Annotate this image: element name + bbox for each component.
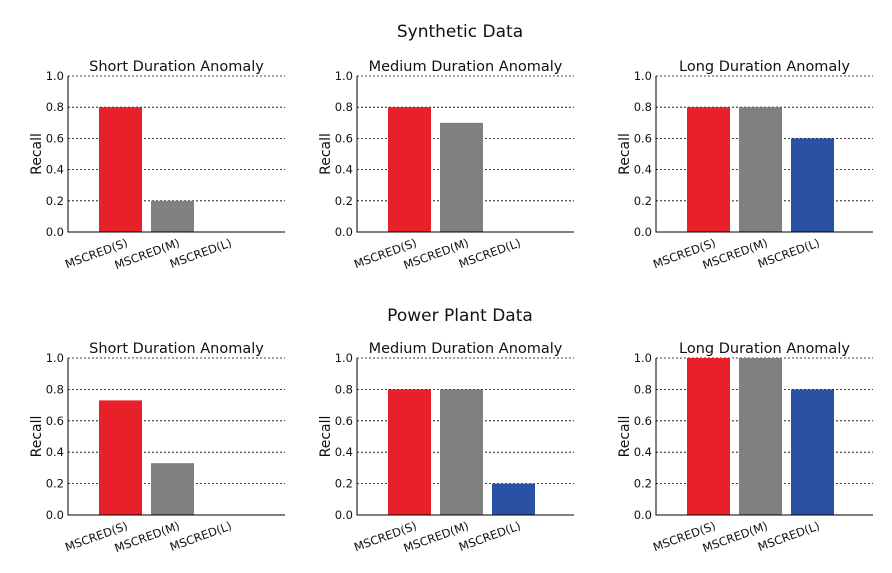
y-tick-label: 0.0 bbox=[634, 225, 652, 239]
bar-mscred-l bbox=[791, 389, 834, 515]
y-axis-label: Recall bbox=[318, 133, 334, 175]
y-tick-label: 0.4 bbox=[46, 163, 64, 177]
y-tick-label: 0.8 bbox=[634, 382, 652, 396]
bar-mscred-s bbox=[687, 107, 730, 232]
group-title-synthetic-data: Synthetic Data bbox=[397, 22, 523, 42]
y-tick-label: 0.4 bbox=[46, 445, 64, 459]
y-tick-label: 0.0 bbox=[335, 225, 353, 239]
y-tick-label: 1.0 bbox=[634, 69, 652, 83]
y-tick-label: 0.6 bbox=[634, 414, 652, 428]
panel-title: Medium Duration Anomaly bbox=[369, 341, 563, 357]
bar-mscred-m bbox=[739, 107, 782, 232]
axis-lines bbox=[655, 76, 873, 233]
y-tick-label: 0.0 bbox=[634, 508, 652, 522]
group-title-power-plant-data: Power Plant Data bbox=[387, 306, 533, 326]
panel-synthetic-data-medium-duration-anomaly: Medium Duration Anomaly 0.0 0.2 0.4 0.6 0.8 1.… bbox=[318, 59, 574, 272]
bar-mscred-m bbox=[440, 389, 483, 515]
y-tick-label: 0.4 bbox=[634, 445, 652, 459]
y-tick-label: 0.2 bbox=[335, 194, 353, 208]
y-tick-label: 0.8 bbox=[46, 382, 64, 396]
y-axis-label: Recall bbox=[617, 416, 633, 458]
y-tick-label: 1.0 bbox=[335, 69, 353, 83]
panel-title: Long Duration Anomaly bbox=[679, 341, 850, 357]
bar-mscred-m bbox=[151, 463, 194, 515]
panel-title: Long Duration Anomaly bbox=[679, 59, 850, 75]
panel-title: Medium Duration Anomaly bbox=[369, 59, 563, 75]
panel-title: Short Duration Anomaly bbox=[89, 341, 264, 357]
y-tick-label: 0.0 bbox=[335, 508, 353, 522]
axis-lines bbox=[67, 358, 285, 516]
y-tick-label: 1.0 bbox=[335, 351, 353, 365]
y-tick-label: 0.4 bbox=[335, 445, 353, 459]
y-tick-label: 0.8 bbox=[634, 100, 652, 114]
y-tick-label: 0.0 bbox=[46, 225, 64, 239]
y-tick-label: 0.6 bbox=[634, 131, 652, 145]
y-tick-label: 0.6 bbox=[46, 131, 64, 145]
bar-mscred-m bbox=[151, 200, 194, 232]
bar-mscred-s bbox=[99, 400, 142, 515]
panel-synthetic-data-long-duration-anomaly: Long Duration Anomaly0.00.20.40.60.81.0M… bbox=[617, 59, 873, 272]
y-tick-label: 0.2 bbox=[46, 194, 64, 208]
axis-lines bbox=[67, 76, 285, 233]
y-tick-label: 0.2 bbox=[46, 477, 64, 491]
y-tick-label: 0.4 bbox=[335, 163, 353, 177]
y-tick-label: 0.2 bbox=[634, 477, 652, 491]
bar-mscred-s bbox=[687, 358, 730, 515]
axis-lines bbox=[356, 358, 574, 516]
bar-mscred-m bbox=[739, 358, 782, 515]
y-axis-label: Recall bbox=[29, 416, 45, 458]
y-tick-label: 0.8 bbox=[46, 100, 64, 114]
bar-mscred-l bbox=[492, 483, 535, 515]
y-tick-label: 1.0 bbox=[634, 351, 652, 365]
y-tick-label: 0.2 bbox=[335, 477, 353, 491]
y-tick-label: 0.6 bbox=[335, 131, 353, 145]
y-tick-label: 0.6 bbox=[335, 414, 353, 428]
y-tick-label: 0.2 bbox=[634, 194, 652, 208]
panel-title: Short Duration Anomaly bbox=[89, 59, 264, 75]
y-tick-label: 0.8 bbox=[335, 382, 353, 396]
y-tick-label: 0.6 bbox=[46, 414, 64, 428]
axis-lines bbox=[356, 76, 574, 233]
bar-mscred-m bbox=[440, 122, 483, 232]
y-axis-label: Recall bbox=[29, 133, 45, 175]
bar-mscred-s bbox=[99, 107, 142, 232]
y-tick-label: 1.0 bbox=[46, 69, 64, 83]
panel-synthetic-data-short-duration-anomaly: Short Duration Anomaly 0.0 0.2 0.4 0.6 0.8 1.0… bbox=[29, 59, 285, 272]
y-axis-label: Recall bbox=[617, 133, 633, 175]
y-axis-label: Recall bbox=[318, 416, 334, 458]
y-tick-label: 0.8 bbox=[335, 100, 353, 114]
panel-power-plant-data-long-duration-anomaly: Long Duration Anomaly0.00.20.40.60.81.0M… bbox=[617, 341, 873, 555]
bar-mscred-s bbox=[388, 107, 431, 232]
y-tick-label: 1.0 bbox=[46, 351, 64, 365]
bar-mscred-s bbox=[388, 389, 431, 515]
panel-power-plant-data-medium-duration-anomaly: Medium Duration Anomaly 0.0 0.2 0.4 0.6 0.8 1.… bbox=[318, 341, 574, 555]
y-tick-label: 0.4 bbox=[634, 163, 652, 177]
y-tick-label: 0.0 bbox=[46, 508, 64, 522]
panel-power-plant-data-short-duration-anomaly: Short Duration Anomaly 0.0 0.2 0.4 0.6 0.8 1.0… bbox=[29, 341, 285, 555]
axis-lines bbox=[655, 358, 873, 516]
bar-mscred-l bbox=[791, 138, 834, 232]
